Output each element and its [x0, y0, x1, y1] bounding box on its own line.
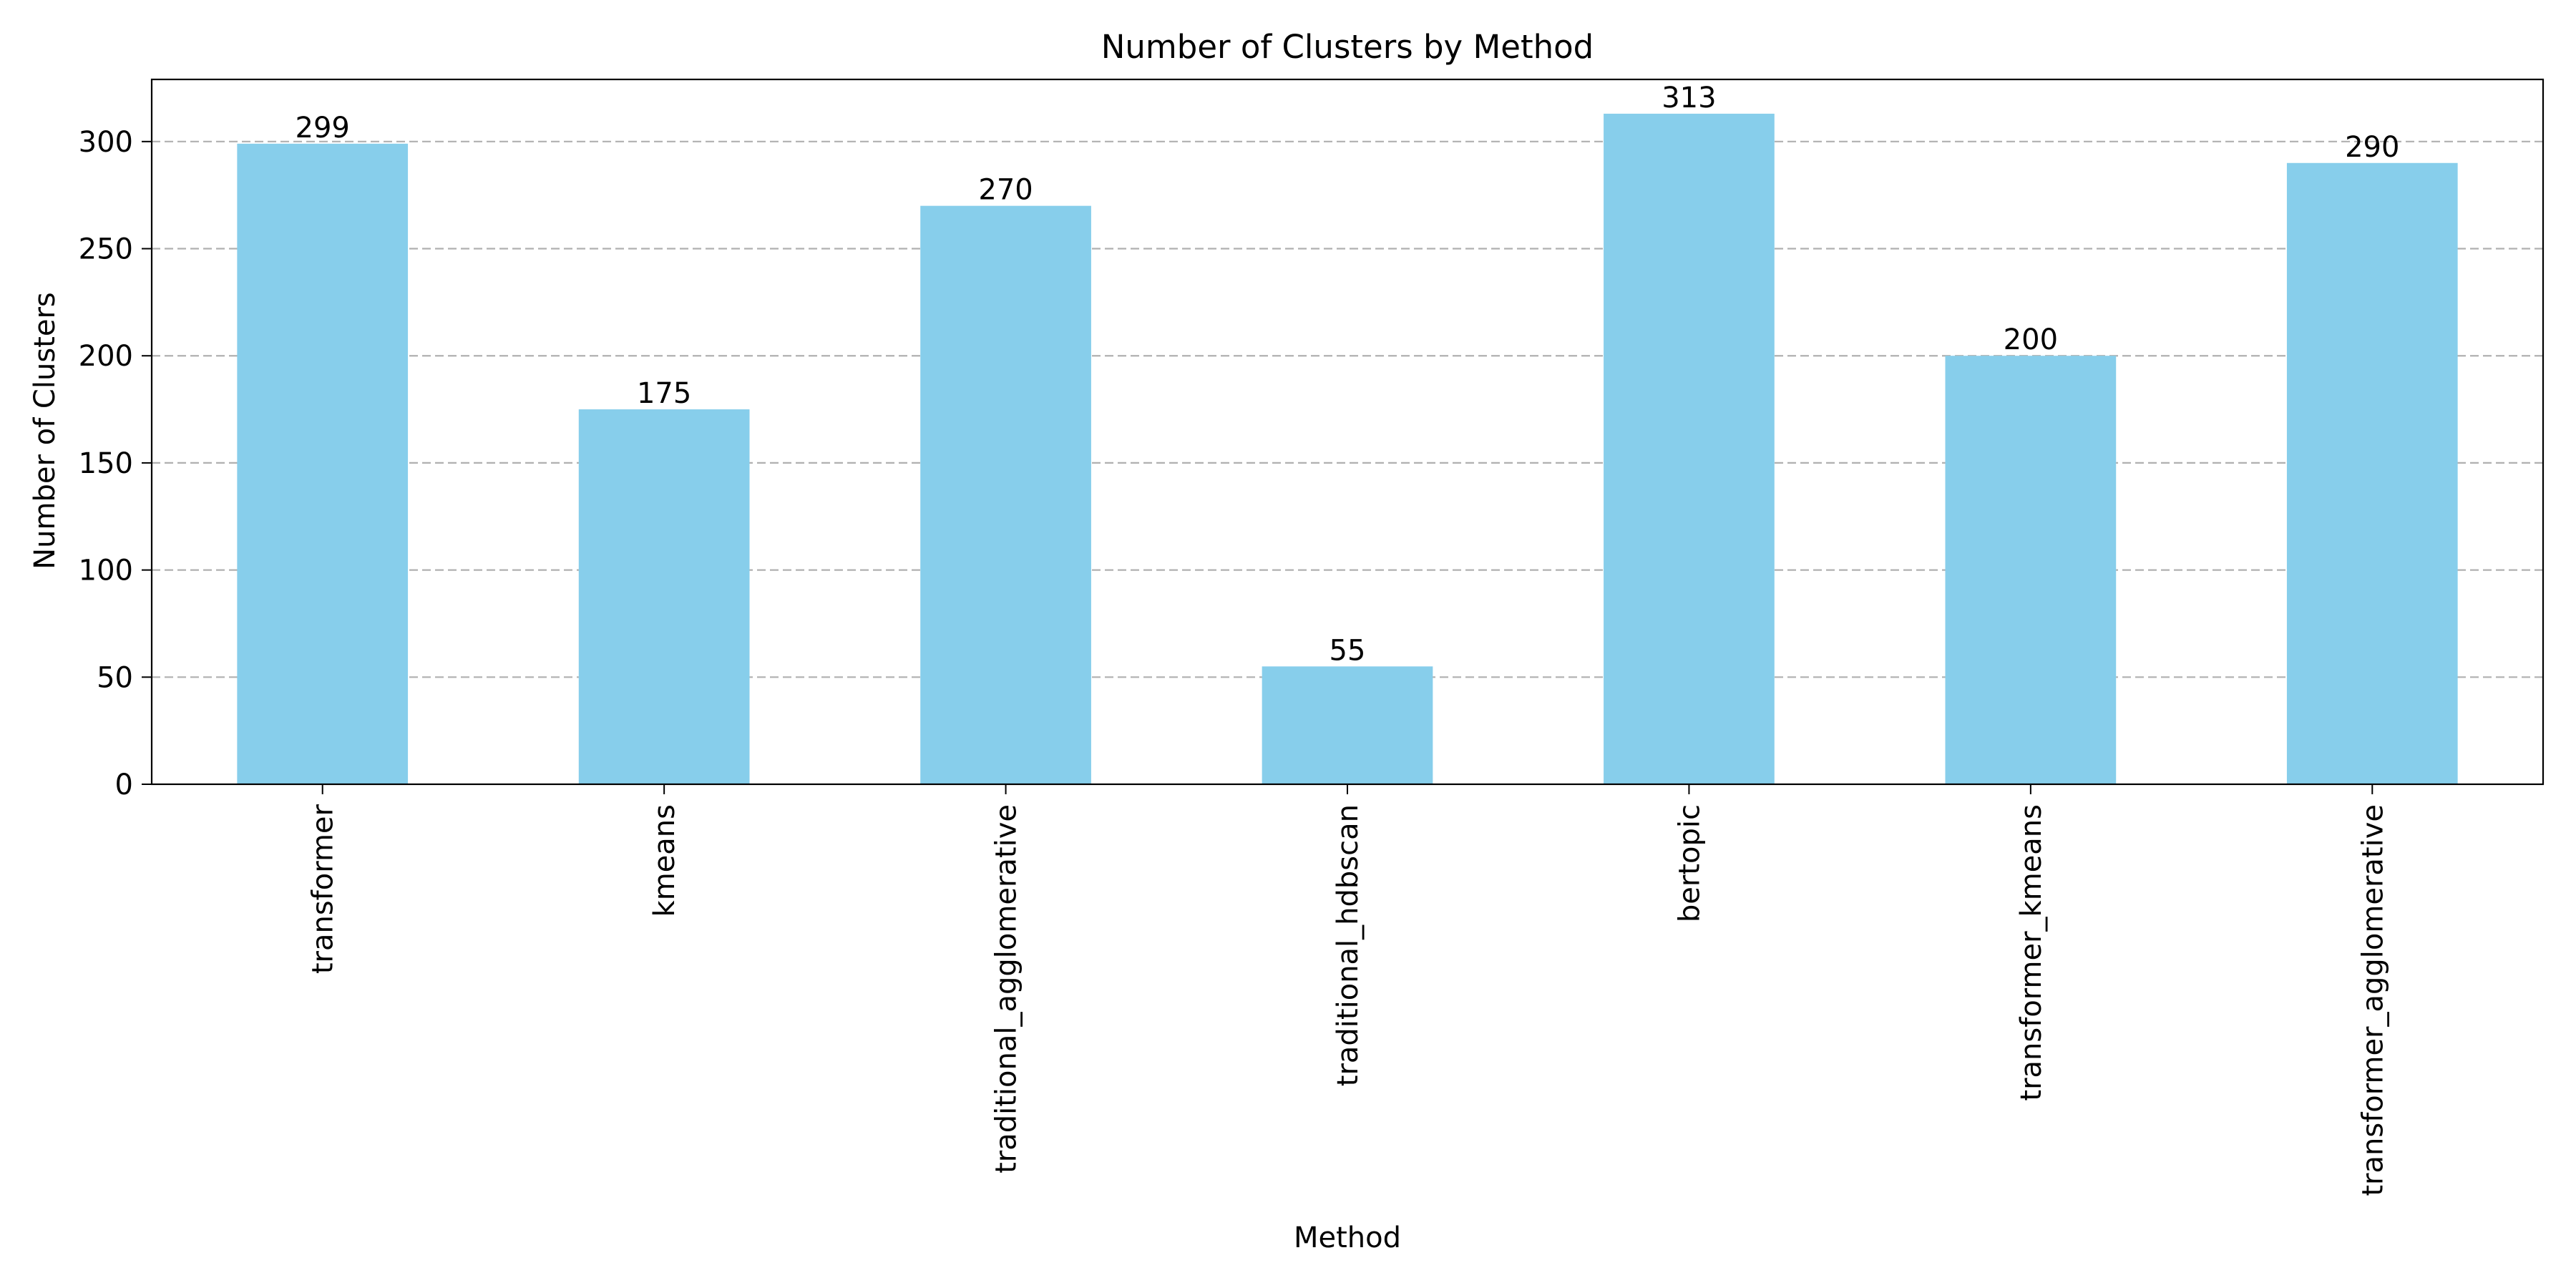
data-label: 175	[637, 377, 691, 410]
axes: transformer kmeans traditional_agglomerati…	[79, 78, 2545, 1196]
y-axis-label: Number of Clusters	[29, 292, 62, 569]
data-label: 290	[2345, 131, 2399, 164]
bar	[578, 409, 750, 784]
x-tick-label: traditional_agglomerative	[990, 804, 1023, 1174]
data-label: 313	[1662, 82, 1716, 114]
y-tick-label: 100	[79, 555, 133, 587]
x-tick-label: kmeans	[648, 804, 681, 917]
data-label: 200	[2004, 323, 2058, 356]
x-tick-label: transformer	[307, 804, 340, 974]
x-tick-label: transformer_kmeans	[2015, 804, 2048, 1101]
y-tick-label: 250	[79, 233, 133, 266]
y-tick-label: 0	[115, 769, 133, 801]
plot-frame	[150, 78, 2545, 786]
chart-title: Number of Clusters by Method	[1101, 28, 1594, 66]
x-axis-label: Method	[1294, 1221, 1401, 1254]
data-label: 299	[296, 112, 350, 145]
y-tick-label: 300	[79, 126, 133, 159]
y-tick-label: 200	[79, 340, 133, 373]
bar	[2286, 162, 2458, 784]
data-label: 55	[1330, 634, 1366, 667]
x-tick-label: bertopic	[1673, 804, 1706, 922]
grid-lines	[152, 140, 2543, 678]
bar	[920, 205, 1091, 784]
x-tick-label: traditional_hdbscan	[1332, 804, 1365, 1086]
bar	[1604, 113, 1775, 785]
y-tick-label: 150	[79, 447, 133, 480]
bar	[237, 143, 409, 784]
x-tick-label: transformer_agglomerative	[2356, 804, 2389, 1196]
y-tick-label: 50	[97, 661, 133, 694]
data-label: 270	[978, 174, 1033, 207]
data-labels: 299 175 270 55 313 200 290	[296, 82, 2400, 667]
bar	[1945, 356, 2117, 784]
bar	[1262, 666, 1433, 784]
bars	[237, 113, 2458, 785]
